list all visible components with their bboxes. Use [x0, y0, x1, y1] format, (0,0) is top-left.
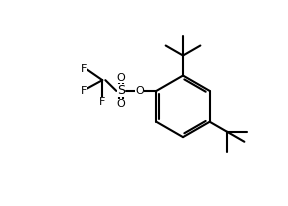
Text: S: S: [117, 84, 125, 97]
Text: F: F: [99, 97, 105, 107]
Text: F: F: [80, 86, 87, 96]
Text: O: O: [117, 99, 125, 109]
Text: F: F: [80, 64, 87, 74]
Text: O: O: [117, 73, 125, 83]
Text: O: O: [135, 86, 144, 96]
